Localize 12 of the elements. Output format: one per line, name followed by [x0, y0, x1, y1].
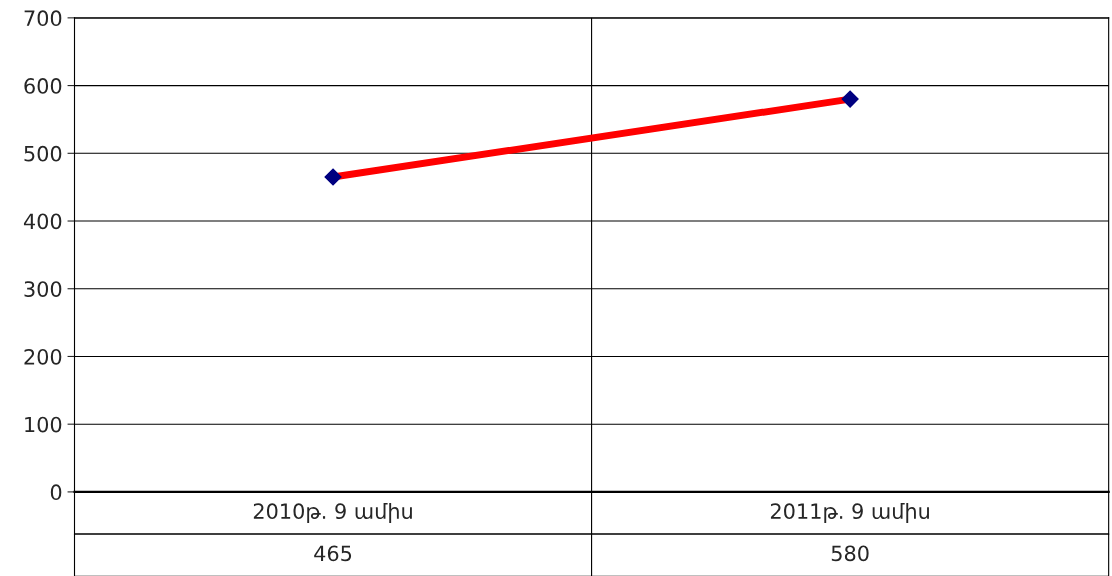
y-tick-label: 700 [24, 10, 62, 27]
y-tick-label: 200 [24, 348, 62, 365]
y-tick-label: 400 [23, 213, 62, 230]
y-tick-label: 0 [50, 484, 62, 501]
y-tick-label: 500 [24, 145, 62, 162]
data-label: 465 [314, 545, 352, 562]
y-tick-label: 100 [25, 416, 62, 433]
data-label: 580 [831, 545, 869, 562]
x-tick-label: 2010թ. 9 ամիս [253, 502, 412, 524]
y-tick-label: 300 [24, 281, 62, 297]
x-tick-label: 2011թ. 9 ամիս [770, 502, 929, 524]
y-tick-label: 600 [24, 78, 62, 94]
